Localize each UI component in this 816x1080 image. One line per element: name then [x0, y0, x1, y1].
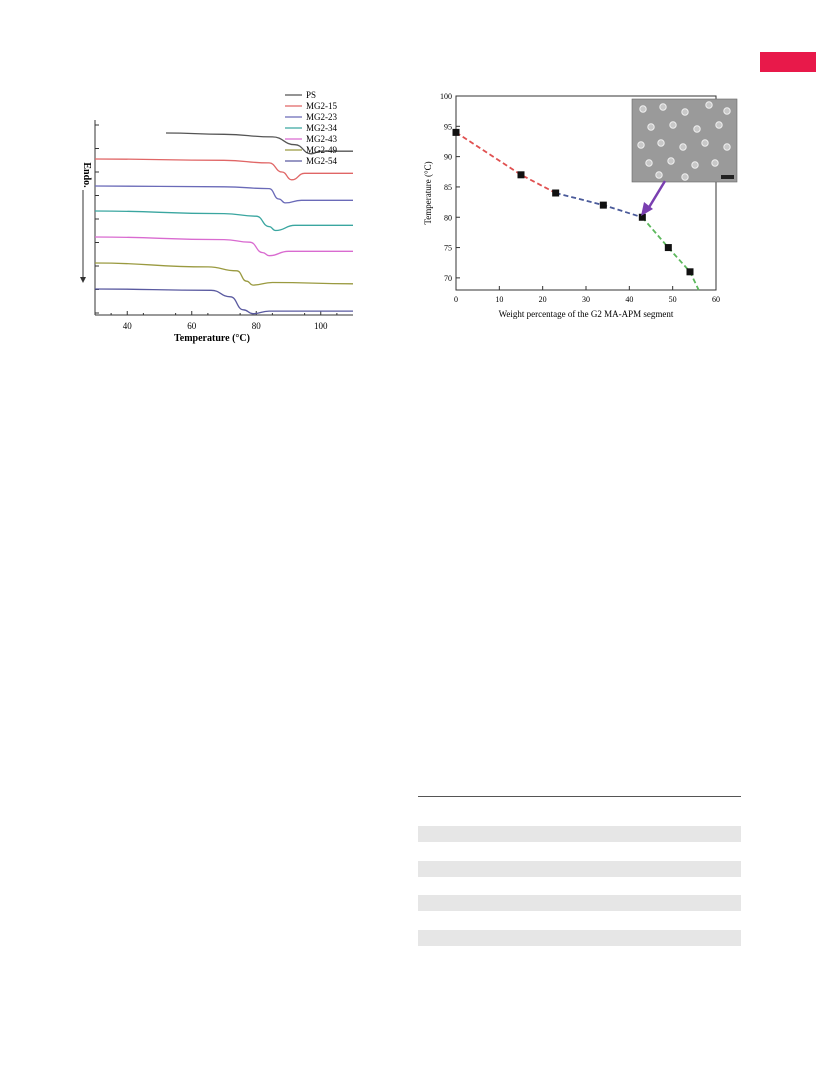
tg-x-tick-label: 40: [625, 295, 633, 304]
legend-label: MG2-49: [306, 145, 337, 155]
micrograph-domain: [645, 159, 653, 167]
tg-x-tick-label: 30: [582, 295, 590, 304]
tg-x-tick-label: 50: [669, 295, 677, 304]
dsc-curve-mg2-23: [94, 185, 353, 204]
micrograph-domain: [669, 121, 677, 129]
tg-fit-segment: [455, 131, 557, 194]
dsc-figure: Endo. Temperature (°C) 40 60 80 100 PSMG2-1…: [80, 90, 354, 344]
tg-x-tick-label: 10: [495, 295, 503, 304]
tg-data-point: [552, 189, 560, 197]
dsc-curve-mg2-54: [94, 288, 353, 315]
dsc-x-tick-label: 60: [187, 321, 197, 331]
dsc-curve-ps: [165, 132, 353, 155]
micrograph-domain: [667, 157, 675, 165]
tg-y-tick-label: 100: [440, 92, 452, 101]
micrograph-domain: [691, 161, 699, 169]
micrograph-domain: [681, 173, 689, 181]
table-shaded-row: [418, 930, 741, 946]
tg-y-ticks: 70 75 80 85 90 95 100: [440, 92, 460, 283]
tg-data-point: [517, 171, 525, 179]
tg-data-points: [452, 128, 694, 276]
micrograph-domain: [711, 159, 719, 167]
micrograph-domain: [705, 101, 713, 109]
endo-arrow-head: [80, 277, 86, 283]
legend-label: MG2-23: [306, 112, 337, 122]
table-shaded-row: [418, 895, 741, 911]
micrograph-domain: [715, 121, 723, 129]
tg-y-tick-label: 95: [444, 122, 452, 131]
inset-arrow-shaft: [646, 180, 667, 210]
tg-ylabel: Temperature (°C): [423, 161, 433, 224]
micrograph-domain: [679, 143, 687, 151]
micrograph-domain: [701, 139, 709, 147]
tg-x-ticks: 0 10 20 30 40 50 60: [454, 286, 720, 304]
micrograph-inset: [631, 98, 738, 183]
tg-x-tick-label: 20: [539, 295, 547, 304]
tg-data-point: [664, 244, 672, 252]
legend-label: PS: [306, 90, 316, 100]
inset-arrow-head: [641, 202, 653, 216]
tg-fit-segment: [555, 192, 643, 219]
tg-y-tick-label: 85: [444, 183, 452, 192]
table-top-rule: [418, 796, 741, 797]
tg-figure: Temperature (°C) Weight percentage of th…: [423, 92, 738, 319]
legend-label: MG2-15: [306, 101, 337, 111]
legend-label: MG2-43: [306, 134, 337, 144]
tg-fit-segment: [641, 216, 700, 291]
tg-data-point: [686, 268, 694, 276]
micrograph-domain: [693, 125, 701, 133]
tg-data-point: [638, 213, 646, 221]
dsc-curve-mg2-43: [94, 236, 353, 257]
micrograph-domain: [637, 141, 645, 149]
micrograph-domains: [637, 101, 731, 181]
micrograph-domain: [723, 107, 731, 115]
dsc-x-tick-label: 100: [314, 321, 328, 331]
micrograph-domain: [723, 143, 731, 151]
dsc-curves: [94, 132, 354, 315]
dsc-y-ticks: [95, 124, 99, 314]
tg-x-tick-label: 0: [454, 295, 458, 304]
tg-x-tick-label: 60: [712, 295, 720, 304]
section-color-tab: [760, 52, 816, 72]
dsc-curve-mg2-15: [94, 158, 353, 181]
micrograph-domain: [657, 139, 665, 147]
legend-label: MG2-54: [306, 156, 337, 166]
dsc-x-ticks: 40 60 80 100: [110, 311, 338, 331]
micrograph-domain: [639, 105, 647, 113]
dsc-xlabel: Temperature (°C): [174, 333, 250, 344]
dsc-curve-mg2-49: [94, 262, 354, 286]
dsc-curve-mg2-34: [94, 210, 353, 232]
tg-y-tick-label: 70: [444, 274, 452, 283]
tg-y-tick-label: 80: [444, 213, 452, 222]
scale-bar: [721, 175, 734, 179]
dsc-x-tick-label: 80: [252, 321, 262, 331]
micrograph-domain: [655, 171, 663, 179]
micrograph-domain: [647, 123, 655, 131]
dsc-x-tick-label: 40: [123, 321, 133, 331]
legend-label: MG2-34: [306, 123, 337, 133]
tg-xlabel: Weight percentage of the G2 MA-APM segme…: [499, 309, 674, 319]
micrograph-domain: [659, 103, 667, 111]
tg-data-point: [599, 201, 607, 209]
tg-y-tick-label: 90: [444, 153, 452, 162]
micrograph-domain: [681, 108, 689, 116]
table-shaded-row: [418, 826, 741, 842]
tg-y-tick-label: 75: [444, 244, 452, 253]
tg-data-point: [452, 128, 460, 136]
table-shaded-row: [418, 861, 741, 877]
dsc-ylabel: Endo.: [81, 162, 92, 188]
